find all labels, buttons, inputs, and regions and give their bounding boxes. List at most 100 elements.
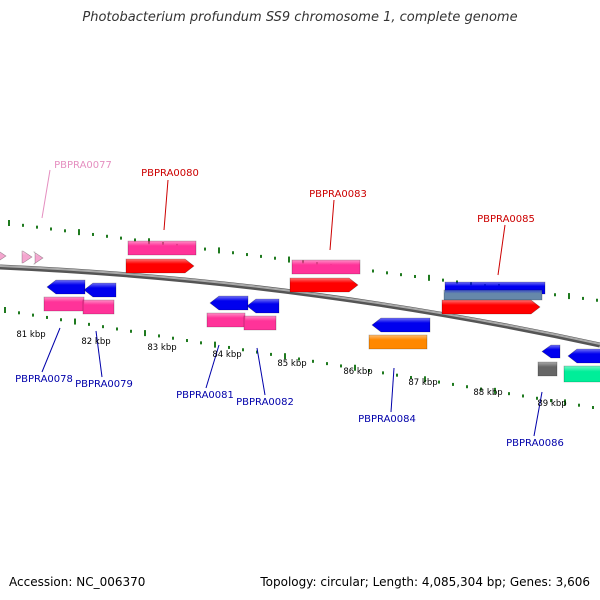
outer-tick <box>260 254 262 258</box>
gene-label-pbpra0082[interactable]: PBPRA0082 <box>236 397 294 408</box>
inner-tick <box>74 318 76 325</box>
outer-tick <box>134 238 136 242</box>
outer-tick <box>386 271 388 275</box>
gene-feature[interactable] <box>246 298 280 314</box>
gene-feature[interactable] <box>43 296 85 312</box>
gene-feature[interactable] <box>125 258 195 274</box>
inner-tick <box>18 311 20 315</box>
gene-label-pbpra0085[interactable]: PBPRA0085 <box>477 214 535 225</box>
inner-tick <box>508 392 510 396</box>
leader-line <box>390 367 395 413</box>
inner-tick <box>228 345 230 349</box>
gene-feature[interactable] <box>563 365 600 383</box>
outer-tick <box>204 247 206 251</box>
inner-tick <box>102 325 104 329</box>
gene-feature[interactable] <box>209 295 249 311</box>
outer-tick <box>456 280 458 284</box>
inner-tick <box>326 362 328 366</box>
inner-tick <box>340 364 342 368</box>
accession-text: Accession: NC_006370 <box>9 575 146 589</box>
gene-label-pbpra0083[interactable]: PBPRA0083 <box>309 189 367 200</box>
leader-line <box>329 199 335 251</box>
gene-feature[interactable] <box>443 289 543 301</box>
inner-tick <box>480 387 482 391</box>
inner-tick <box>494 387 496 394</box>
kbp-label: 82 kbp <box>81 337 110 347</box>
outer-tick <box>120 236 122 240</box>
gene-feature[interactable] <box>541 344 561 359</box>
kbp-scale-labels: 81 kbp 82 kbp 83 kbp 84 kbp 85 kbp 86 kbp 87 k… <box>16 330 566 409</box>
inner-tick <box>536 396 538 400</box>
inner-tick <box>410 375 412 379</box>
kbp-label: 84 kbp <box>212 350 241 360</box>
gene-feature[interactable] <box>82 299 115 315</box>
gene-label-pbpra0077[interactable]: PBPRA0077 <box>54 160 112 171</box>
gene-feature[interactable] <box>83 282 117 298</box>
outer-tick <box>8 220 10 226</box>
inner-tick <box>578 403 580 407</box>
backbone-line <box>0 264 600 348</box>
gene-feature[interactable] <box>291 259 361 275</box>
leader-line <box>533 391 543 437</box>
gene-feature[interactable] <box>537 361 558 377</box>
inner-tick <box>32 313 34 317</box>
outer-tick <box>372 269 374 273</box>
outer-tick <box>78 229 80 236</box>
inner-tick <box>4 307 6 313</box>
leader-line <box>497 224 506 276</box>
inner-tick <box>284 353 286 360</box>
inner-tick <box>270 352 272 356</box>
kbp-label: 88 kbp <box>473 388 502 398</box>
inner-tick <box>130 329 132 333</box>
gene-feature[interactable] <box>33 251 44 265</box>
outer-tick <box>400 273 402 277</box>
outer-tick <box>274 256 276 260</box>
gene-feature[interactable] <box>289 277 359 293</box>
gene-label-pbpra0084[interactable]: PBPRA0084 <box>358 414 416 425</box>
outer-tick <box>232 251 234 255</box>
gene-features[interactable] <box>0 240 600 383</box>
kbp-label: 81 kbp <box>16 330 45 340</box>
kbp-label: 83 kbp <box>147 343 176 353</box>
gene-labels[interactable]: PBPRA0077 PBPRA0078 PBPRA0079 PBPRA0080 PBPR… <box>15 160 564 449</box>
gene-label-pbpra0086[interactable]: PBPRA0086 <box>506 438 564 449</box>
outer-tick <box>428 274 430 281</box>
gene-feature[interactable] <box>243 315 277 331</box>
gene-feature[interactable] <box>46 279 86 295</box>
gene-feature[interactable] <box>567 348 600 364</box>
inner-tick <box>522 394 524 398</box>
outer-tick <box>64 229 66 233</box>
inner-tick <box>312 359 314 363</box>
kbp-label: 87 kbp <box>408 378 437 388</box>
gene-feature[interactable] <box>371 317 431 333</box>
inner-tick <box>550 399 552 403</box>
inner-tick <box>298 357 300 361</box>
label-leader-lines <box>41 169 543 437</box>
inner-tick <box>368 369 370 373</box>
inner-tick <box>438 380 440 384</box>
outer-tick <box>22 223 24 227</box>
inner-tick <box>46 315 48 319</box>
inner-tick <box>200 341 202 345</box>
gene-feature[interactable] <box>0 250 7 262</box>
inner-tick <box>396 373 398 377</box>
gene-label-pbpra0079[interactable]: PBPRA0079 <box>75 379 133 390</box>
gene-label-pbpra0081[interactable]: PBPRA0081 <box>176 390 234 401</box>
inner-tick <box>592 406 594 410</box>
inner-tick <box>158 334 160 338</box>
gene-feature[interactable] <box>441 299 541 315</box>
inner-tick <box>242 348 244 352</box>
gene-feature[interactable] <box>206 312 246 328</box>
gene-feature[interactable] <box>127 240 197 256</box>
outer-tick <box>568 293 570 300</box>
inner-tick <box>60 318 62 322</box>
kbp-label: 86 kbp <box>343 367 372 377</box>
gene-label-pbpra0080[interactable]: PBPRA0080 <box>141 168 199 179</box>
inner-tick <box>172 336 174 340</box>
gene-feature[interactable] <box>21 250 33 264</box>
inner-tick <box>564 399 566 406</box>
gene-feature[interactable] <box>368 334 428 350</box>
inner-tick <box>424 376 426 383</box>
gene-label-pbpra0078[interactable]: PBPRA0078 <box>15 374 73 385</box>
